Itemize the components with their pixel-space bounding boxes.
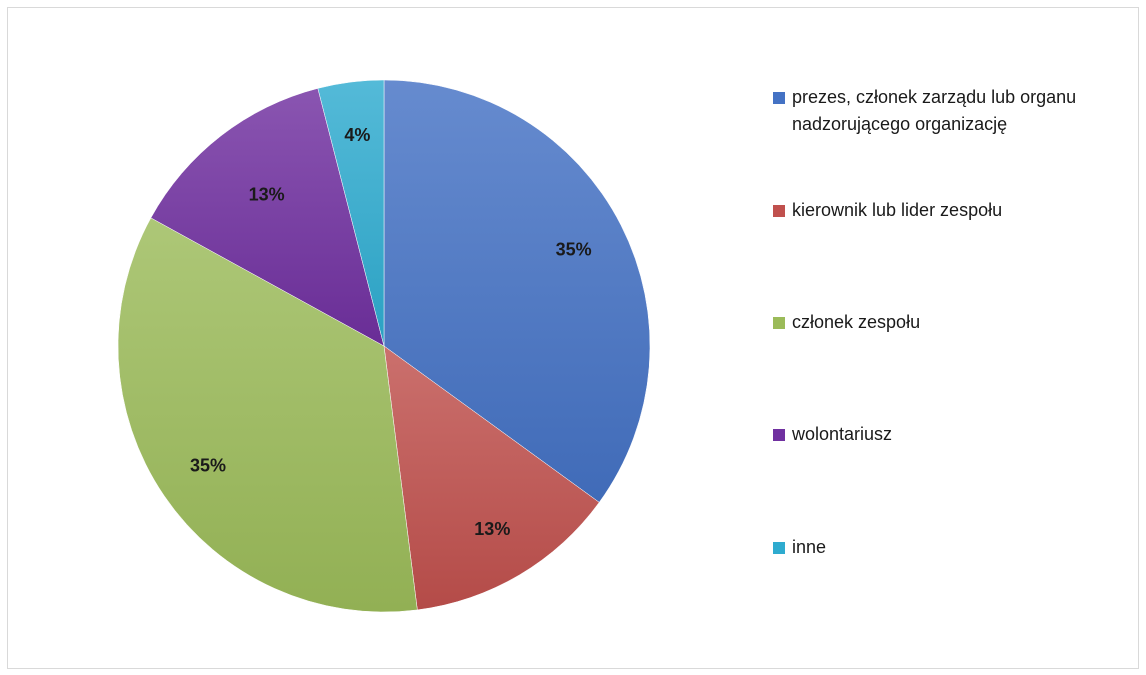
legend-swatch <box>773 317 785 329</box>
legend-label: kierownik lub lider zespołu <box>792 200 1003 220</box>
legend-label: inne <box>792 537 827 557</box>
pie-slice-kierownik-lub-lider-zespolu <box>383 345 600 611</box>
pie-slice-inne <box>317 79 385 347</box>
pie-data-labels: 35% 13% 35% 13% 4% <box>190 125 592 539</box>
pie-slice-prezes-czlonek-zarzadu-lub-organu-nadzorujacego-organizacje <box>383 79 651 503</box>
legend-item-wolontariusz: wolontariusz <box>773 421 1092 448</box>
pie-slice-wolontariusz <box>150 88 385 347</box>
data-label-czlonek-zespolu: 35% <box>190 456 226 476</box>
legend-label: wolontariusz <box>792 424 893 444</box>
data-label-prezes-czlonek-zarzadu-lub-organu-nadzorujacego-organizacje: 35% <box>556 239 592 259</box>
pie-slice-czlonek-zespolu <box>117 217 418 613</box>
legend-item-czlonek-zespolu: członek zespołu <box>773 309 1092 336</box>
legend-item-inne: inne <box>773 534 1092 561</box>
data-label-kierownik-lub-lider-zespolu: 13% <box>474 519 510 539</box>
legend-swatch <box>773 429 785 441</box>
legend-swatch <box>773 542 785 554</box>
pie-slices <box>117 79 651 613</box>
legend-label: członek zespołu <box>792 312 921 332</box>
legend-item-kierownik-lub-lider-zespolu: kierownik lub lider zespołu <box>773 197 1092 224</box>
legend-swatch <box>773 92 785 104</box>
legend-swatch <box>773 205 785 217</box>
legend-label: prezes, członek zarządu lub organu nadzo… <box>792 87 1077 134</box>
legend-item-prezes-czlonek-zarzadu-lub-organu-nadzorujacego-organizacje: prezes, członek zarządu lub organu nadzo… <box>773 84 1092 138</box>
data-label-inne: 4% <box>344 125 370 145</box>
data-label-wolontariusz: 13% <box>249 185 285 205</box>
